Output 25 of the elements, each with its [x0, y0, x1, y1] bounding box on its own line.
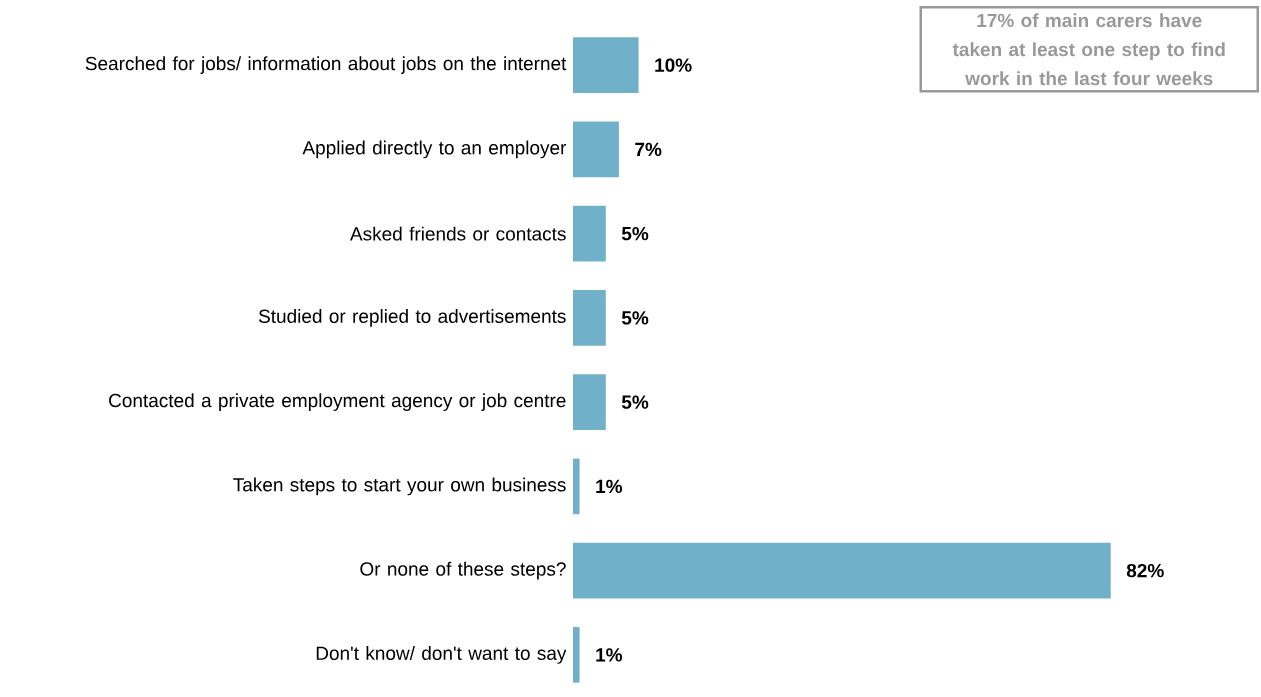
y-tick-label: Don't know/ don't want to say	[316, 646, 567, 664]
data-label: 7%	[635, 142, 662, 157]
y-tick-label: Searched for jobs/ information about jobs on the internet	[85, 56, 567, 74]
y-tick-label: Contacted a private employment agency or job centre	[109, 393, 566, 411]
bar	[573, 627, 580, 683]
data-label: 1%	[596, 479, 623, 494]
data-label: 5%	[621, 311, 649, 325]
data-label: 1%	[596, 648, 623, 662]
bar	[573, 542, 1111, 599]
bar	[573, 37, 639, 93]
data-label: 5%	[621, 226, 649, 241]
data-label: 10%	[655, 58, 692, 72]
y-tick-label: Studied or replied to advertisements	[258, 309, 566, 327]
annotation: 17% of main carers have taken at least one step to find work in the last four weeks	[952, 13, 1225, 86]
y-tick-label: Or none of these steps?	[360, 561, 566, 580]
bar	[573, 374, 606, 430]
bar	[573, 205, 606, 262]
y-tick-label: Applied directly to an employer	[302, 140, 567, 159]
bar	[573, 290, 606, 346]
data-label: 5%	[621, 395, 649, 409]
bar	[573, 121, 619, 178]
data-label: 82%	[1126, 563, 1164, 578]
bar	[573, 458, 580, 515]
y-tick-label: Taken steps to start your own business	[233, 477, 566, 496]
y-tick-label: Asked friends or contacts	[350, 226, 566, 241]
